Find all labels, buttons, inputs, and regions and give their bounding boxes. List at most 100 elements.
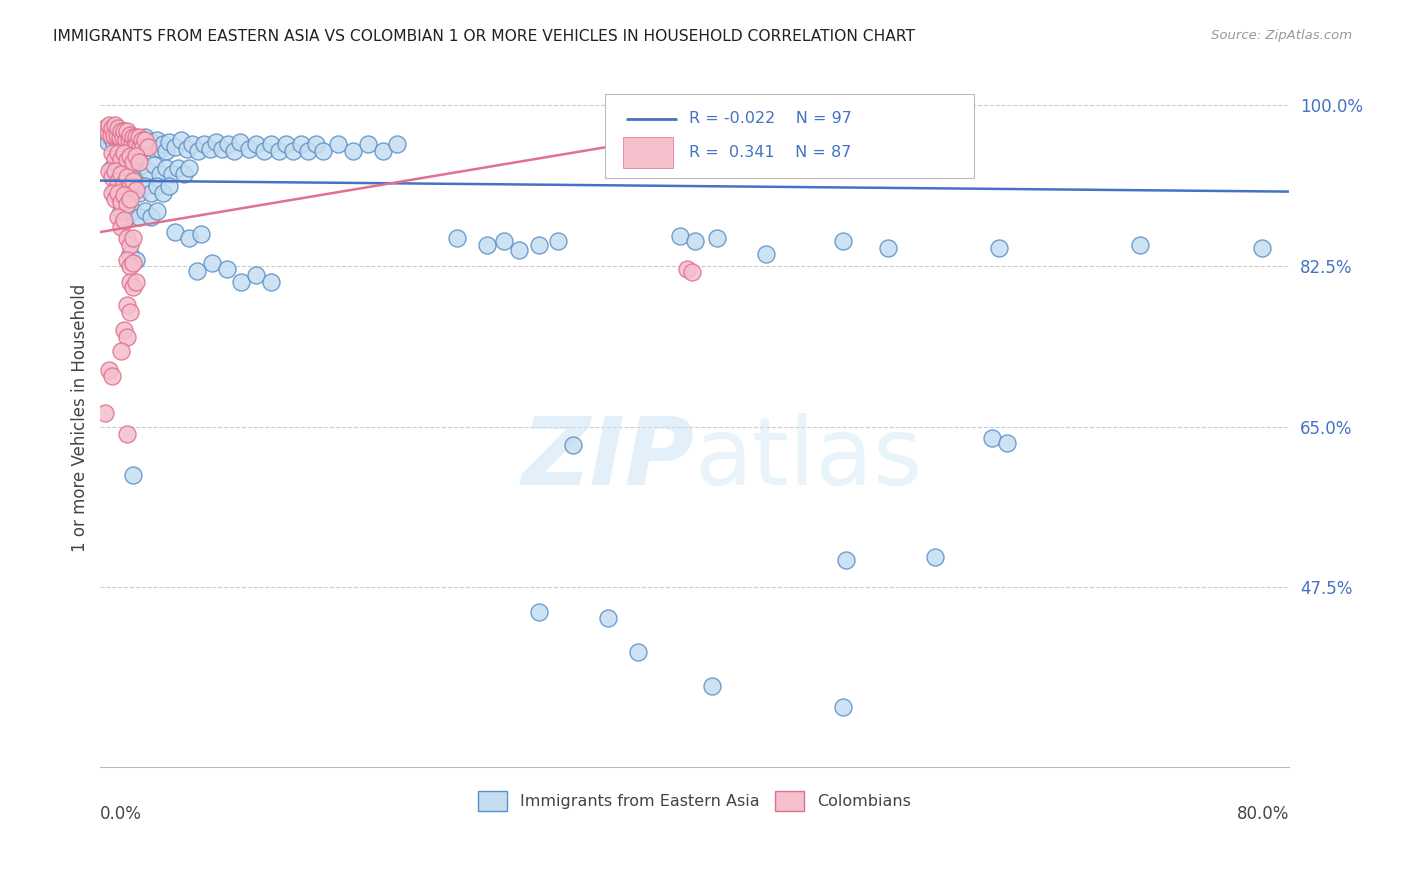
Point xyxy=(112,146,135,161)
Point xyxy=(290,136,312,151)
Point xyxy=(121,142,143,156)
Legend: Immigrants from Eastern Asia, Colombians: Immigrants from Eastern Asia, Colombians xyxy=(478,791,911,811)
Point xyxy=(371,144,394,158)
Point xyxy=(94,121,117,136)
Text: atlas: atlas xyxy=(695,413,922,506)
Point xyxy=(139,211,162,225)
Point xyxy=(100,128,122,142)
Text: ZIP: ZIP xyxy=(522,413,695,506)
Point xyxy=(128,133,150,147)
Point xyxy=(260,136,283,151)
Point xyxy=(142,142,165,156)
Point xyxy=(186,263,208,277)
Point xyxy=(101,369,124,384)
Point xyxy=(146,203,169,218)
Text: R = -0.022    N = 97: R = -0.022 N = 97 xyxy=(689,112,852,127)
Point xyxy=(129,139,152,153)
Point xyxy=(98,121,121,136)
Point xyxy=(205,135,228,149)
Point xyxy=(111,130,134,145)
Point xyxy=(101,121,124,136)
Point xyxy=(446,231,468,245)
Point xyxy=(155,161,177,175)
Point xyxy=(101,186,124,200)
Point xyxy=(110,167,132,181)
Text: R =  0.341    N = 87: R = 0.341 N = 87 xyxy=(689,145,851,160)
Point xyxy=(120,133,142,147)
Point xyxy=(101,146,124,161)
Point xyxy=(98,363,121,377)
Point xyxy=(125,183,148,197)
Point xyxy=(96,124,118,138)
Y-axis label: 1 or more Vehicles in Household: 1 or more Vehicles in Household xyxy=(72,284,89,551)
Point xyxy=(128,186,150,200)
Point xyxy=(387,136,409,151)
Point xyxy=(107,121,129,136)
Point xyxy=(179,231,201,245)
Point xyxy=(157,179,180,194)
Point xyxy=(527,238,550,252)
Point xyxy=(115,231,138,245)
Point xyxy=(357,136,380,151)
Point xyxy=(112,164,135,178)
Point xyxy=(108,130,131,145)
Point xyxy=(97,126,120,140)
Point xyxy=(97,135,120,149)
Point xyxy=(120,149,142,163)
Point xyxy=(142,158,165,172)
Point xyxy=(104,152,127,166)
FancyBboxPatch shape xyxy=(606,95,974,178)
Point xyxy=(122,256,145,270)
Point xyxy=(125,130,148,145)
Point xyxy=(146,133,169,147)
Point xyxy=(245,136,267,151)
Point xyxy=(260,275,283,289)
Point xyxy=(110,194,132,209)
Point xyxy=(193,136,215,151)
Point xyxy=(115,197,138,211)
Point xyxy=(120,192,142,206)
Point xyxy=(157,135,180,149)
Point xyxy=(152,136,174,151)
Point xyxy=(98,164,121,178)
FancyBboxPatch shape xyxy=(623,137,673,168)
Point xyxy=(112,177,135,191)
Point xyxy=(176,142,198,156)
Point xyxy=(110,344,132,359)
Point xyxy=(101,126,124,140)
Text: IMMIGRANTS FROM EASTERN ASIA VS COLOMBIAN 1 OR MORE VEHICLES IN HOUSEHOLD CORREL: IMMIGRANTS FROM EASTERN ASIA VS COLOMBIA… xyxy=(53,29,915,44)
Point xyxy=(100,130,122,145)
Point xyxy=(104,164,127,178)
Point xyxy=(995,436,1018,450)
Point xyxy=(190,227,212,241)
Point xyxy=(267,144,290,158)
Point xyxy=(107,146,129,161)
Point xyxy=(120,275,142,289)
Point xyxy=(187,144,209,158)
Point xyxy=(136,139,159,153)
Point xyxy=(832,234,855,248)
Point xyxy=(111,135,134,149)
Point xyxy=(105,133,128,147)
Point xyxy=(160,167,183,181)
Point xyxy=(173,167,195,181)
Point xyxy=(238,142,260,156)
Point xyxy=(305,136,328,151)
Point xyxy=(163,139,186,153)
Point xyxy=(229,135,252,149)
Point xyxy=(222,144,245,158)
Point xyxy=(702,679,724,693)
Point xyxy=(110,219,132,234)
Point xyxy=(139,186,162,200)
Point xyxy=(115,153,138,168)
Point xyxy=(120,305,142,319)
Point xyxy=(115,329,138,343)
Point xyxy=(149,142,172,156)
Point xyxy=(101,169,124,184)
Point xyxy=(200,142,222,156)
Point xyxy=(104,124,127,138)
Point xyxy=(676,261,699,276)
Point xyxy=(152,186,174,200)
Point xyxy=(125,164,148,178)
Point xyxy=(980,431,1002,445)
